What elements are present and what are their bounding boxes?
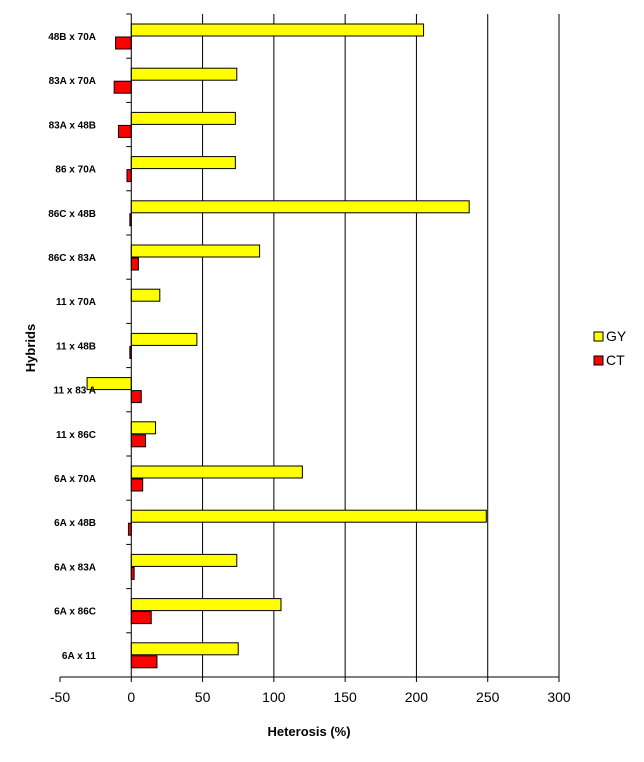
- x-tick-label: 100: [262, 689, 286, 705]
- x-tick-label: -50: [50, 689, 70, 705]
- bar-gy: [130, 332, 198, 346]
- bar-gy: [130, 244, 261, 258]
- category-label: 11 x 86C: [56, 430, 96, 441]
- bar-gy: [130, 200, 470, 214]
- x-tick-label: 200: [405, 689, 429, 705]
- bar-gy: [130, 421, 157, 435]
- bar-gy: [130, 509, 487, 523]
- category-label: 83A x 48B: [49, 120, 96, 131]
- x-tick-label: 50: [195, 689, 211, 705]
- category-label: 6A x 48B: [54, 518, 96, 529]
- category-label: 6A x 86C: [54, 607, 96, 618]
- bar-gy: [130, 111, 236, 125]
- x-tick-label: 300: [547, 689, 571, 705]
- legend-label-ct: CT: [606, 352, 625, 368]
- category-label: 6A x 83A: [54, 562, 96, 573]
- bars: [86, 23, 487, 669]
- x-tick-label: 0: [127, 689, 135, 705]
- category-label: 86C x 48B: [48, 209, 96, 220]
- category-label: 11 x 48B: [56, 341, 96, 352]
- axes: -50 0 50 100 150 200 250 300: [50, 13, 571, 705]
- category-label: 6A x 70A: [54, 474, 96, 485]
- legend: GY CT: [593, 328, 627, 368]
- bar-gy: [130, 67, 238, 81]
- bar-ct: [130, 655, 158, 669]
- bar-gy: [130, 465, 303, 479]
- legend-swatch-ct: [593, 355, 604, 366]
- bar-ct: [130, 611, 152, 625]
- x-tick-label: 150: [333, 689, 357, 705]
- bar-gy: [130, 156, 236, 170]
- x-tick-label: 250: [476, 689, 500, 705]
- category-label: 48B x 70A: [48, 32, 96, 43]
- bar-ct: [130, 390, 142, 404]
- bar-ct: [130, 478, 144, 492]
- bar-ct: [115, 36, 132, 50]
- x-axis-title: Heterosis (%): [267, 724, 350, 739]
- gridlines: [202, 14, 560, 677]
- legend-label-gy: GY: [606, 328, 627, 344]
- bar-ct: [130, 257, 139, 271]
- bar-gy: [130, 553, 238, 567]
- category-label: 86 x 70A: [55, 165, 96, 176]
- legend-swatch-gy: [593, 331, 604, 342]
- bar-gy: [130, 288, 161, 302]
- category-label: 6A x 11: [62, 651, 97, 662]
- labels: 48B x 70A 83A x 70A 83A x 48B 86 x 70A 86C x…: [48, 32, 96, 662]
- bar-ct: [117, 124, 132, 138]
- category-label: 83A x 70A: [49, 76, 96, 87]
- bar-ct: [130, 434, 147, 448]
- category-label: 86C x 83A: [48, 253, 96, 264]
- category-label: 11 x 70A: [56, 297, 96, 308]
- category-label: 11 x 83 A: [54, 386, 96, 397]
- bar-ct: [126, 169, 132, 183]
- bar-gy: [130, 598, 282, 612]
- bar-gy: [130, 642, 239, 656]
- bar-ct: [113, 80, 132, 94]
- y-axis-title: Hybrids: [23, 324, 38, 372]
- bar-gy: [130, 23, 425, 37]
